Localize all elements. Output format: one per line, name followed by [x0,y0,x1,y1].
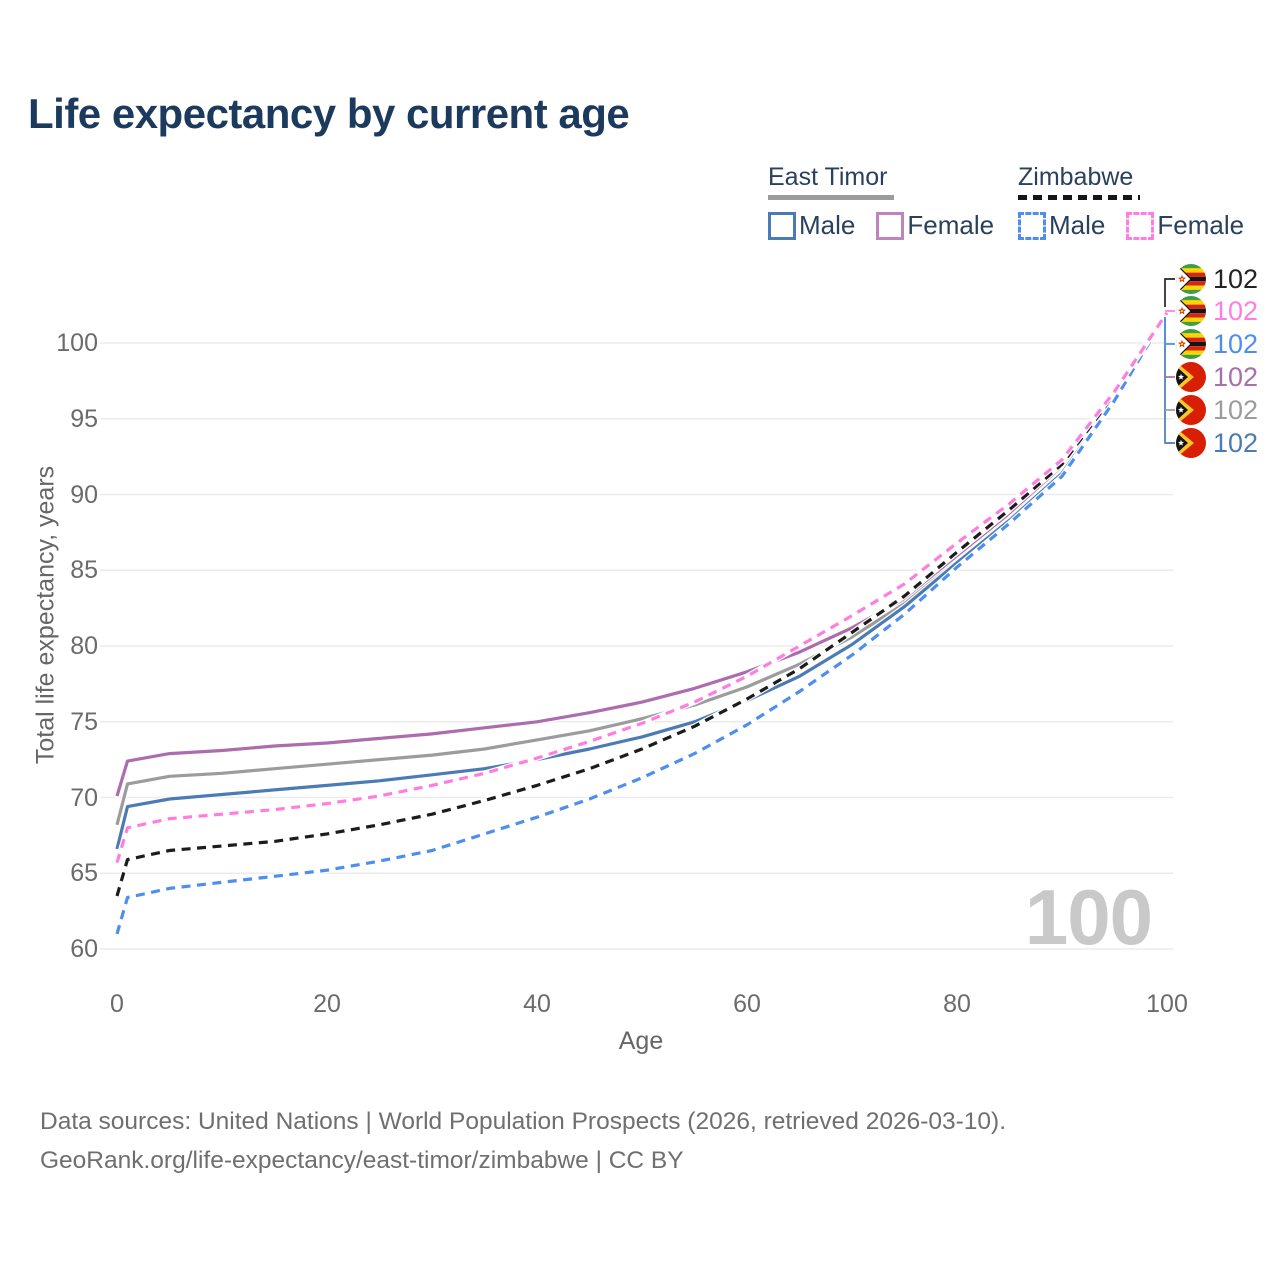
gridlines [100,342,1173,950]
x-axis-title: Age [618,1027,664,1055]
legend-east-timor-title[interactable]: East Timor [768,163,888,191]
y-tick-label: 95 [70,404,98,433]
legend-zimbabwe-title[interactable]: Zimbabwe [1018,163,1134,191]
zimbabwe-flag-icon [1176,264,1206,294]
legend-item-east-timor-male[interactable]: Male [768,210,855,241]
endpoint-value: 102 [1213,328,1259,359]
east-timor-flag-icon [1176,362,1206,392]
legend-item-east-timor-female[interactable]: Female [876,210,994,241]
endpoint-zimbabwe-total: 102 [1176,264,1258,294]
data-sources-line: Data sources: United Nations | World Pop… [40,1108,1007,1135]
legend-item-zimbabwe-male[interactable]: Male [1018,210,1105,241]
endpoint-east-timor-female: 102 [1176,362,1258,392]
zimbabwe-flag-icon [1176,329,1206,359]
legend-item-label: Male [1049,210,1106,240]
east-timor-flag-icon [1176,428,1206,458]
x-tick-label: 80 [943,990,971,1018]
endpoint-leader-lines [1164,278,1175,444]
x-tick-label: 20 [313,990,341,1018]
y-tick-label: 60 [70,935,98,963]
legend-item-label: Male [799,210,856,240]
footer: Data sources: United Nations | World Pop… [40,1108,1006,1186]
east-timor-male-swatch-icon [768,211,796,240]
legend-item-zimbabwe-female[interactable]: Female [1126,210,1244,241]
x-tick-label: 60 [733,990,761,1018]
legend-group-zimbabwe: Zimbabwe Male Female [1018,163,1244,241]
east-timor-female-swatch-icon [876,211,905,240]
endpoint-zimbabwe-female: 102 [1176,296,1258,326]
legend-item-label: Female [1157,210,1245,240]
endpoint-value: 102 [1213,427,1259,458]
east-timor-flag-icon [1176,395,1206,425]
y-tick-label: 80 [70,632,98,660]
legend-item-label: Female [907,210,995,240]
endpoint-value: 102 [1213,295,1259,326]
y-tick-label: 85 [70,556,98,585]
endpoint-east-timor-total: 102 [1176,395,1258,425]
y-axis-title: Total life expectancy, years [31,465,60,765]
zimbabwe-total-line-swatch [1018,195,1140,200]
legend: East Timor Male Female Zimbabwe Male Fem… [0,163,1280,243]
x-tick-label: 0 [110,990,124,1018]
y-tick-label: 75 [70,707,98,736]
series-lines [114,309,1170,937]
endpoint-zimbabwe-male: 102 [1176,329,1258,359]
zimbabwe-flag-icon [1176,296,1206,326]
endpoint-value: 102 [1213,263,1259,294]
attribution-line: GeoRank.org/life-expectancy/east-timor/z… [40,1147,684,1174]
y-tick-label: 70 [70,783,98,812]
legend-group-east-timor: East Timor Male Female [768,163,994,241]
endpoint-east-timor-male: 102 [1176,428,1258,458]
zimbabwe-female-swatch-icon [1126,211,1155,240]
endpoint-value: 102 [1213,361,1259,392]
age-counter-watermark: 100 [1024,873,1153,961]
east-timor-total-line-swatch [768,195,894,200]
x-tick-label: 100 [1146,990,1188,1018]
y-tick-label: 90 [70,480,98,509]
zimbabwe-male-swatch-icon [1018,211,1046,240]
y-tick-label: 65 [70,859,98,888]
y-tick-label: 100 [56,329,98,357]
endpoint-value: 102 [1213,394,1259,425]
x-tick-label: 40 [523,990,551,1018]
page-title: Life expectancy by current age [28,90,630,137]
